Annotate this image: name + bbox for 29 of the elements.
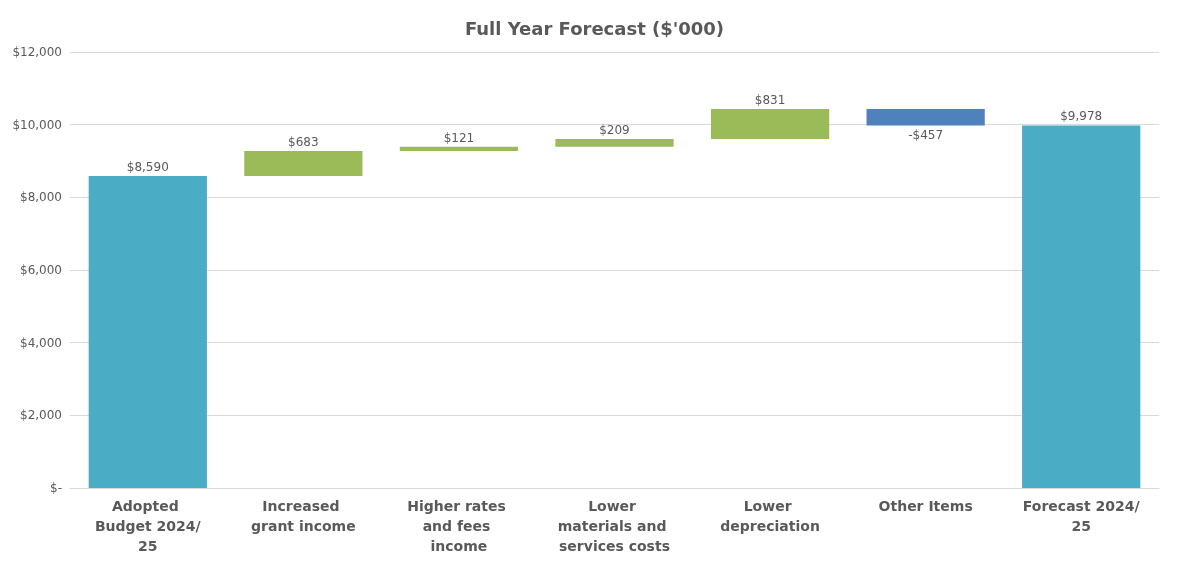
bar: [555, 139, 674, 147]
bar: [399, 146, 519, 152]
bar: [710, 108, 830, 140]
y-tick-label: $4,000: [20, 335, 62, 350]
x-tick-label: Lower depreciation: [720, 498, 820, 534]
y-tick-label: $2,000: [20, 408, 62, 423]
chart-title: Full Year Forecast ($'000): [464, 17, 725, 39]
bar: [1022, 125, 1141, 488]
data-label: $9,978: [1060, 109, 1103, 124]
x-tick-label: Lower materials and services costs: [557, 498, 672, 554]
x-tick-label: Other Items: [878, 498, 973, 514]
data-label: $209: [599, 123, 630, 138]
data-label: $121: [443, 130, 475, 145]
y-tick-label: $8,000: [20, 190, 62, 205]
y-tick-label: $10,000: [12, 117, 62, 132]
bar: [244, 151, 363, 176]
data-label: $831: [754, 92, 786, 107]
data-label: $683: [288, 135, 319, 150]
data-label: -$457: [908, 127, 944, 142]
y-tick-label: $12,000: [12, 45, 62, 59]
y-tick-label: $6,000: [20, 263, 62, 277]
x-tick-label: Forecast 2024/25: [1022, 498, 1141, 534]
x-tick-label: Adopted Budget 2024/25: [94, 498, 202, 554]
x-tick-label: Increased grant income: [251, 498, 356, 534]
data-label: $8,590: [126, 159, 169, 174]
bar: [88, 175, 207, 488]
x-tick-label: Higher rates and fees income: [407, 498, 511, 554]
y-tick-label: $-: [50, 481, 62, 495]
bar: [866, 108, 985, 126]
